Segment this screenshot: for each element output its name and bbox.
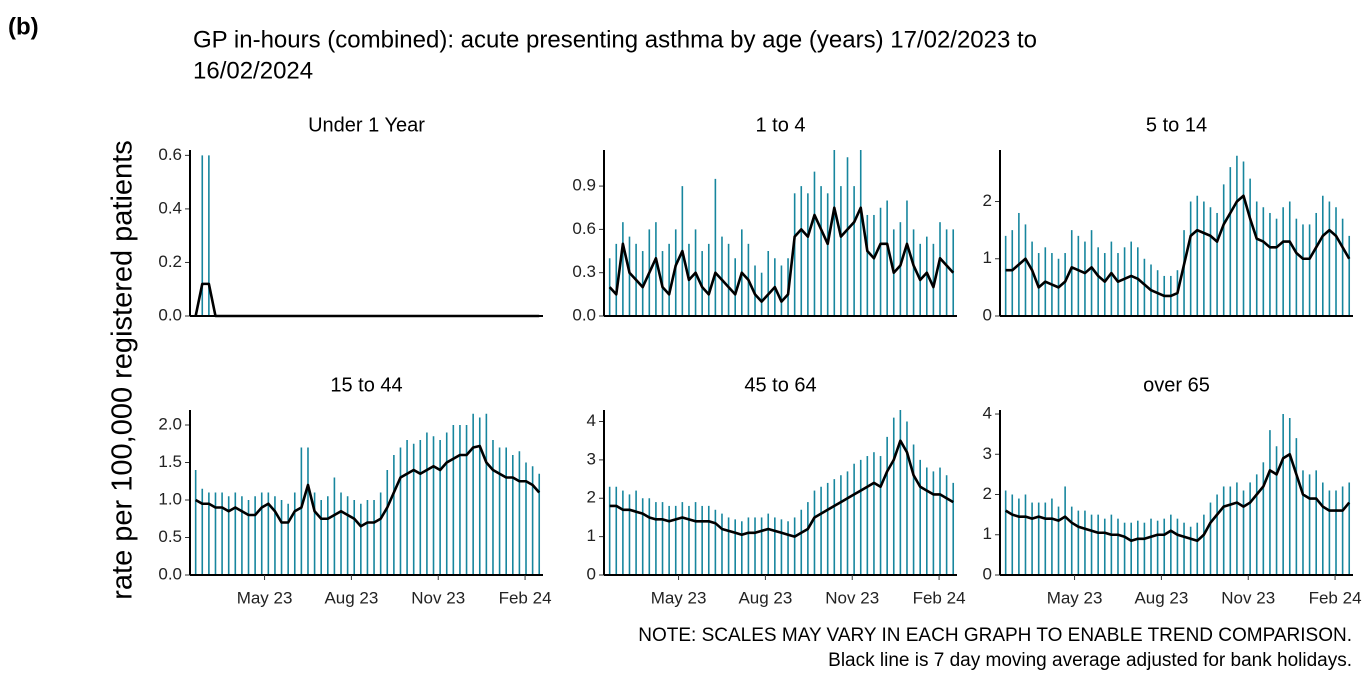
y-tick-label: 0.0 <box>158 564 182 583</box>
panel-label: (b) <box>8 13 39 40</box>
x-tick-label: Nov 23 <box>411 588 465 607</box>
moving-average-line <box>1005 194 1351 298</box>
chart-title: GP in-hours (combined): acute presenting… <box>193 26 1037 53</box>
moving-average-line <box>608 206 955 303</box>
y-tick-label: 0 <box>587 564 596 583</box>
y-tick-label: 1 <box>983 248 992 267</box>
y-tick-label: 3 <box>587 449 596 468</box>
y-tick-label: 0.0 <box>158 305 182 324</box>
facet-title: 15 to 44 <box>330 374 402 396</box>
y-tick-label: 0 <box>983 564 992 583</box>
y-tick-label: 1 <box>587 526 596 545</box>
y-tick-label: 0.3 <box>572 262 596 281</box>
y-tick-label: 4 <box>587 411 596 430</box>
y-tick-label: 3 <box>983 444 992 463</box>
y-tick-label: 1.5 <box>158 452 182 471</box>
x-tick-label: Feb 24 <box>499 588 552 607</box>
x-tick-label: Aug 23 <box>1134 588 1188 607</box>
facet-title: 1 to 4 <box>755 114 805 136</box>
y-tick-label: 0 <box>983 305 992 324</box>
y-tick-label: 0.2 <box>158 252 182 271</box>
x-tick-label: May 23 <box>651 588 707 607</box>
y-tick-label: 2 <box>983 191 992 210</box>
y-tick-label: 0.6 <box>158 145 182 164</box>
y-tick-label: 0.0 <box>572 305 596 324</box>
y-tick-label: 0.9 <box>572 176 596 195</box>
moving-average-line <box>1004 452 1351 543</box>
y-tick-label: 0.5 <box>158 527 182 546</box>
y-tick-label: 4 <box>983 404 992 423</box>
x-tick-label: Aug 23 <box>324 588 378 607</box>
chart-subtitle: 16/02/2024 <box>193 57 313 84</box>
x-tick-label: Feb 24 <box>1309 588 1362 607</box>
x-tick-label: Nov 23 <box>1221 588 1275 607</box>
x-tick-label: Feb 24 <box>913 588 966 607</box>
y-tick-label: 2 <box>587 488 596 507</box>
moving-average-line <box>195 444 541 528</box>
x-tick-label: Nov 23 <box>825 588 879 607</box>
moving-average-line <box>609 439 954 538</box>
note: NOTE: SCALES MAY VARY IN EACH GRAPH TO E… <box>638 625 1352 646</box>
y-tick-label: 1 <box>983 524 992 543</box>
x-tick-label: Aug 23 <box>738 588 792 607</box>
y-tick-label: 2 <box>983 484 992 503</box>
y-tick-label: 0.6 <box>572 219 596 238</box>
facet-title: over 65 <box>1143 374 1210 396</box>
note: Black line is 7 day moving average adjus… <box>828 650 1352 671</box>
x-tick-label: May 23 <box>1047 588 1103 607</box>
y-tick-label: 2.0 <box>158 414 182 433</box>
facet-title: 5 to 14 <box>1146 114 1207 136</box>
x-tick-label: May 23 <box>237 588 293 607</box>
y-tick-label: 0.4 <box>158 198 182 217</box>
y-axis-title: rate per 100,000 registered patients <box>107 140 139 599</box>
moving-average-line <box>194 282 540 318</box>
facet-title: 45 to 64 <box>744 374 816 396</box>
y-tick-label: 1.0 <box>158 489 182 508</box>
facet-title: Under 1 Year <box>308 114 425 136</box>
